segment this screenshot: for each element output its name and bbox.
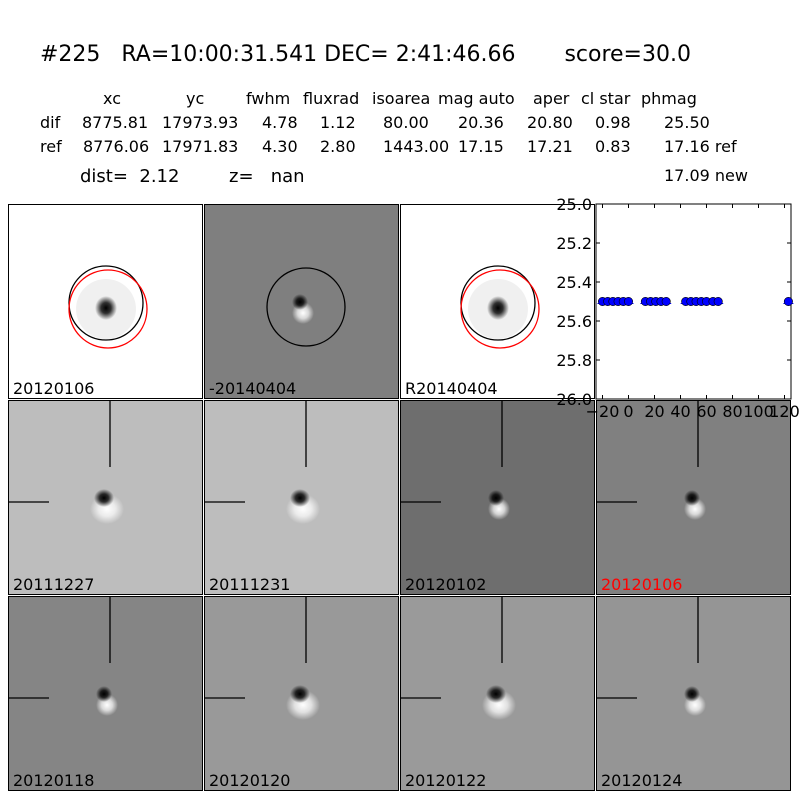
- table-cell: 0.98: [595, 113, 631, 132]
- aperture-circle-black: [266, 267, 346, 347]
- image-stamp: 20111231: [204, 400, 399, 595]
- y-tick-label: 25.0: [556, 195, 592, 214]
- aperture-circle-red: [68, 269, 148, 349]
- data-point: [661, 297, 671, 307]
- image-stamp: 20120106: [8, 204, 203, 399]
- table-cell: 1443.00: [383, 137, 450, 156]
- table-cell: 20.36: [458, 113, 504, 132]
- source-blob: [487, 296, 509, 320]
- table-cell: 80.00: [383, 113, 429, 132]
- table-cell: 0.83: [595, 137, 631, 156]
- table-cell: 17.21: [527, 137, 573, 156]
- stamp-image: [9, 401, 124, 524]
- column-header: phmag: [641, 89, 697, 108]
- image-stamp: 20111227: [8, 400, 203, 595]
- stamp-date-label: -20140404: [209, 379, 297, 398]
- z-value: z= nan: [229, 166, 305, 187]
- source-blob: [95, 296, 117, 320]
- table-cell: 8775.81: [82, 113, 149, 132]
- column-header: aper: [533, 89, 570, 108]
- table-cell: 17.16 ref: [664, 137, 737, 156]
- image-stamp: 20120102: [400, 400, 595, 595]
- stamp-image: [401, 597, 516, 720]
- x-tick-label: 40: [670, 402, 690, 421]
- stamp-image: [401, 401, 510, 520]
- image-stamp: 20120106: [596, 400, 791, 595]
- column-header: fwhm: [246, 89, 291, 108]
- y-tick-label: 26.0: [556, 390, 592, 409]
- y-tick-label: 25.6: [556, 312, 592, 331]
- stamp-image: [597, 401, 706, 520]
- y-tick-label: 25.2: [556, 234, 592, 253]
- dist-value: dist= 2.12: [80, 166, 180, 187]
- x-tick-label: 60: [696, 402, 716, 421]
- image-stamp: 20120122: [400, 596, 595, 791]
- candidate-title: #225 RA=10:00:31.541 DEC= 2:41:46.66 sco…: [40, 42, 691, 67]
- stamp-date-label: 20111231: [209, 575, 291, 594]
- stamp-image: [266, 267, 346, 347]
- x-tick-label: 20: [644, 402, 664, 421]
- dipole-negative: [290, 685, 310, 703]
- table-cell: 4.78: [262, 113, 298, 132]
- row-label: dif: [40, 113, 61, 132]
- phmag-new: 17.09 new: [664, 166, 748, 185]
- table-cell: 1.12: [320, 113, 356, 132]
- stamp-date-label: 20120124: [601, 771, 683, 790]
- column-header: fluxrad: [303, 89, 360, 108]
- stamp-date-label: 20111227: [13, 575, 95, 594]
- row-label: ref: [40, 137, 62, 156]
- column-header: xc: [103, 89, 121, 108]
- table-cell: 8776.06: [83, 137, 150, 156]
- column-header: mag auto: [438, 89, 515, 108]
- dipole-negative: [292, 294, 308, 310]
- table-cell: 20.80: [527, 113, 573, 132]
- dipole-negative: [486, 685, 506, 703]
- light-curve-chart: 25.0 25.2 25.4 25.6 25.8 26.0−20 0 20 40 60 80 1001…: [556, 195, 800, 421]
- table-cell: 17.15: [458, 137, 504, 156]
- table-cell: 17973.93: [162, 113, 239, 132]
- table-cell: 2.80: [320, 137, 356, 156]
- dipole-negative: [684, 490, 700, 506]
- column-header: yc: [186, 89, 205, 108]
- x-tick-label: 80: [722, 402, 742, 421]
- stamp-image: [205, 597, 320, 720]
- stamp-date-label: R20140404: [405, 379, 498, 398]
- y-tick-label: 25.4: [556, 273, 592, 292]
- image-stamp: -20140404: [204, 204, 399, 399]
- x-tick-label: 120: [769, 402, 800, 421]
- stamp-image: [68, 265, 148, 349]
- stamp-date-label: 20120122: [405, 771, 487, 790]
- column-header: isoarea: [372, 89, 431, 108]
- stamp-image: [9, 597, 118, 716]
- stamp-date-label: 20120106: [13, 379, 95, 398]
- image-stamp: 20120118: [8, 596, 203, 791]
- stamp-image: [460, 265, 540, 349]
- x-tick-label: 100: [743, 402, 774, 421]
- dipole-negative: [290, 489, 310, 507]
- table-cell: 17971.83: [162, 137, 239, 156]
- table-cell: 25.50: [664, 113, 710, 132]
- dipole-negative: [684, 686, 700, 702]
- stamp-image: [205, 401, 320, 524]
- image-stamp: 20120120: [204, 596, 399, 791]
- image-stamp: R20140404: [400, 204, 595, 399]
- dipole-negative: [96, 686, 112, 702]
- data-point: [783, 297, 793, 307]
- dipole-negative: [488, 490, 504, 506]
- stamp-date-label: 20120120: [209, 771, 291, 790]
- data-point: [624, 297, 634, 307]
- image-stamp: 20120124: [596, 596, 791, 791]
- table-cell: 4.30: [262, 137, 298, 156]
- dipole-negative: [94, 489, 114, 507]
- column-header: cl star: [581, 89, 631, 108]
- y-tick-label: 25.8: [556, 351, 592, 370]
- x-tick-label: 0: [623, 402, 633, 421]
- stamp-date-label: 20120102: [405, 575, 487, 594]
- stamp-image: [597, 597, 706, 716]
- aperture-circle-red: [460, 269, 540, 349]
- x-tick-label: −20: [586, 402, 620, 421]
- stamp-date-label: 20120106: [601, 575, 683, 594]
- data-point: [713, 297, 723, 307]
- stamp-date-label: 20120118: [13, 771, 95, 790]
